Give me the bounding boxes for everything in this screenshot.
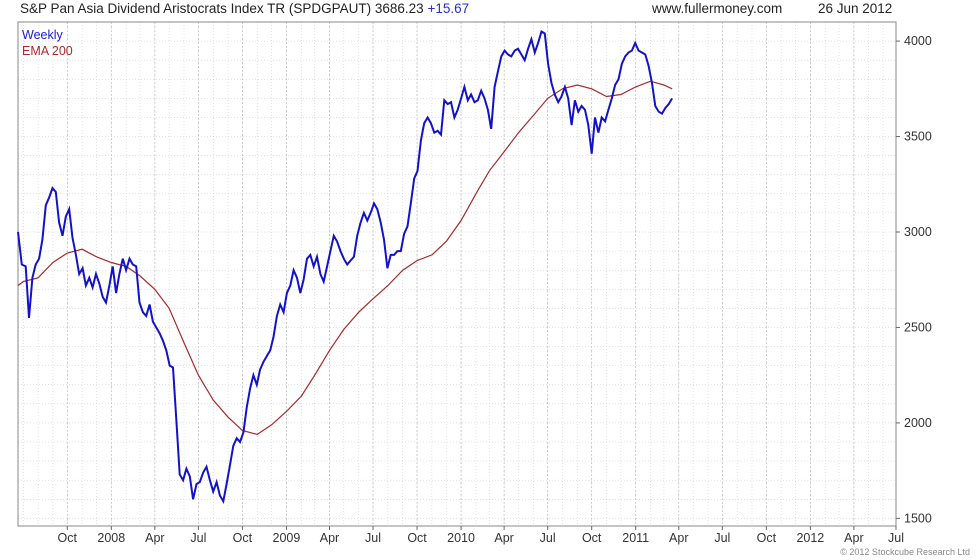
x-tick-label: Apr bbox=[494, 531, 513, 545]
x-tick-label: Oct bbox=[58, 531, 78, 545]
x-tick-label: Oct bbox=[407, 531, 427, 545]
x-tick-label: Apr bbox=[844, 531, 863, 545]
x-tick-label: Oct bbox=[757, 531, 777, 545]
x-tick-label: Apr bbox=[320, 531, 339, 545]
x-axis: Oct 2008 Apr Jul Oct 2009 Apr Jul Oct 2010 Apr Jul O… bbox=[58, 526, 904, 545]
x-tick-label: Oct bbox=[233, 531, 253, 545]
index-change-value: +15.67 bbox=[427, 1, 470, 16]
chart-title: S&P Pan Asia Dividend Aristocrats Index … bbox=[20, 0, 469, 18]
y-tick-label: 2500 bbox=[904, 320, 932, 334]
ema-200-line bbox=[17, 80, 673, 436]
copyright-notice: © 2012 Stockcube Research Ltd bbox=[840, 547, 970, 557]
index-title-text: S&P Pan Asia Dividend Aristocrats Index … bbox=[20, 1, 424, 16]
x-tick-label: 2012 bbox=[796, 531, 824, 545]
legend-ema-200: EMA 200 bbox=[22, 44, 73, 58]
y-tick-label: 1500 bbox=[904, 511, 932, 525]
chart-date: 26 Jun 2012 bbox=[818, 1, 893, 16]
grid-lines bbox=[18, 21, 897, 526]
x-tick-label: 2008 bbox=[97, 531, 125, 545]
x-tick-label: Apr bbox=[669, 531, 688, 545]
x-tick-label: Jul bbox=[190, 531, 206, 545]
y-tick-label: 3000 bbox=[904, 225, 932, 239]
x-tick-label: Oct bbox=[582, 531, 602, 545]
weekly-line bbox=[17, 29, 673, 504]
source-website: www.fullermoney.com bbox=[652, 1, 783, 16]
legend-weekly: Weekly bbox=[22, 28, 63, 42]
x-tick-label: Jul bbox=[540, 531, 556, 545]
x-tick-label: Apr bbox=[145, 531, 164, 545]
x-tick-label: Jul bbox=[714, 531, 730, 545]
x-tick-label: Jul bbox=[365, 531, 381, 545]
plot-frame bbox=[17, 21, 897, 527]
y-tick-label: 3500 bbox=[904, 130, 932, 144]
x-tick-label: Jul bbox=[888, 531, 904, 545]
x-tick-label: 2009 bbox=[273, 531, 301, 545]
x-tick-label: 2011 bbox=[622, 531, 649, 545]
y-tick-label: 4000 bbox=[904, 34, 932, 48]
y-tick-label: 2000 bbox=[904, 416, 932, 430]
x-tick-label: 2010 bbox=[447, 531, 475, 545]
y-axis: 1500 2000 2500 3000 3500 4000 bbox=[896, 34, 932, 525]
